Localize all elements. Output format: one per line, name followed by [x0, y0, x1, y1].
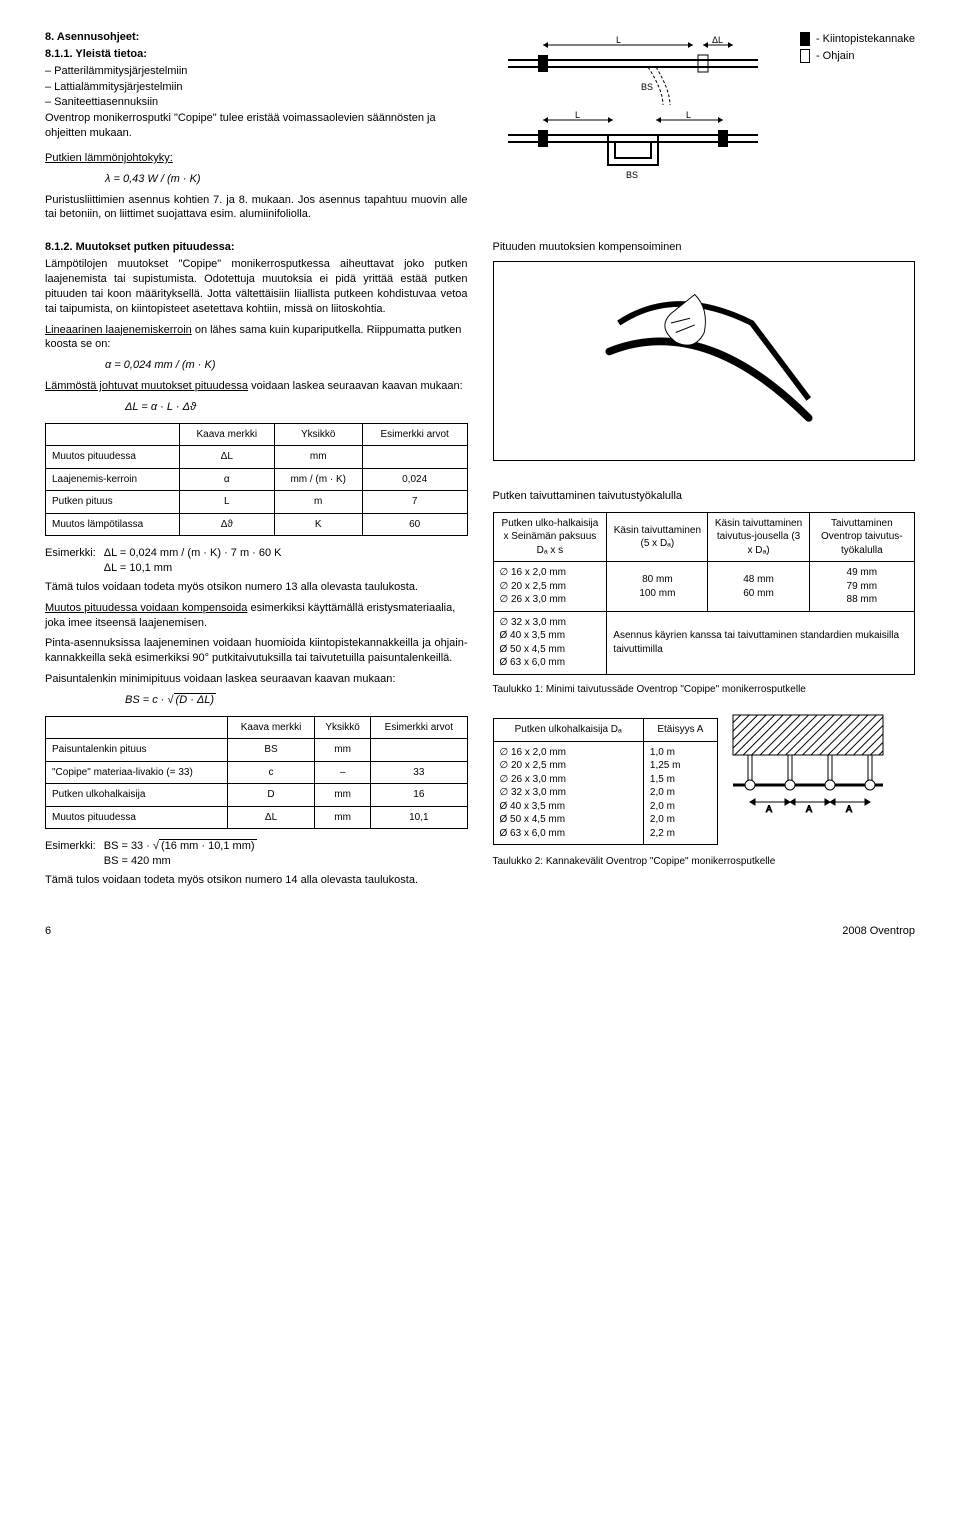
- table2-caption: Taulukko 2: Kannakevälit Oventrop "Copip…: [493, 855, 916, 869]
- example2-label: Esimerkki:: [45, 839, 96, 869]
- heat-formula: λ = 0,43 W / (m · K): [105, 172, 468, 187]
- example1-line2: ΔL = 10,1 mm: [104, 561, 282, 576]
- example1-label: Esimerkki:: [45, 546, 96, 576]
- example2-after: Tämä tulos voidaan todeta myös otsikon n…: [45, 873, 468, 888]
- alpha-formula: α = 0,024 mm / (m · K): [105, 358, 468, 373]
- diagram-bending: [493, 261, 916, 461]
- pinta-text: Pinta-asennuksissa laajeneminen voidaan …: [45, 636, 468, 666]
- svg-text:A: A: [846, 804, 852, 814]
- legend: - Kiintopistekannake - Ohjain: [800, 30, 915, 66]
- example2-line2: BS = 420 mm: [104, 854, 257, 869]
- svg-text:ΔL: ΔL: [712, 35, 723, 45]
- dl-formula: ΔL = α · L · Δϑ: [125, 400, 468, 415]
- svg-text:BS: BS: [626, 170, 638, 180]
- heat-label: Putkien lämmönjohtokyky:: [45, 152, 173, 164]
- list-item: – Patterilämmitysjärjestelmiin: [45, 64, 468, 79]
- diagram-top: L ΔL BS: [493, 30, 790, 190]
- svg-text:L: L: [575, 110, 580, 120]
- intro-p1: Oventrop monikerrosputki "Copipe" tulee …: [45, 111, 468, 141]
- legend-b: - Ohjain: [816, 49, 855, 64]
- example2-line1: BS = 33 · √(16 mm · 10,1 mm): [104, 839, 257, 854]
- intro-list: – Patterilämmitysjärjestelmiin – Lattial…: [45, 64, 468, 111]
- table-spacing: Putken ulkohalkaisija DₐEtäisyys A ∅ 16 …: [493, 718, 718, 845]
- bend-title: Putken taivuttaminen taivutustyökalulla: [493, 489, 916, 504]
- table-bend: Putken ulko-halkaisija x Seinämän paksuu…: [493, 512, 916, 675]
- svg-text:L: L: [686, 110, 691, 120]
- table-dl: Kaava merkkiYksikköEsimerkki arvot Muuto…: [45, 423, 468, 537]
- bs-formula: BS = c · √(D · ΔL): [125, 693, 468, 708]
- table1-caption: Taulukko 1: Minimi taivutussäde Oventrop…: [493, 683, 916, 697]
- example1-line1: ΔL = 0,024 mm / (m · K) · 7 m · 60 K: [104, 546, 282, 561]
- lin-exp-label: Lineaarinen laajenemiskerroin: [45, 324, 192, 336]
- intro-p2: Puristusliittimien asennus kohtien 7. ja…: [45, 193, 468, 223]
- svg-text:L: L: [616, 35, 621, 45]
- list-item: – Saniteettiasennuksiin: [45, 95, 468, 110]
- svg-text:A: A: [766, 804, 772, 814]
- bs-intro: Paisuntalenkin minimipituus voidaan lask…: [45, 672, 468, 687]
- heat-change-label: Lämmöstä johtuvat muutokset pituudessa: [45, 380, 248, 392]
- comp-title: Pituuden muutoksien kompensoiminen: [493, 240, 916, 255]
- footer-brand: 2008 Oventrop: [842, 924, 915, 939]
- svg-text:A: A: [806, 804, 812, 814]
- s812-p1: Lämpötilojen muutokset "Copipe" monikerr…: [45, 257, 468, 316]
- svg-text:BS: BS: [641, 82, 653, 92]
- table-bs: Kaava merkkiYksikköEsimerkki arvot Paisu…: [45, 716, 468, 830]
- page-number: 6: [45, 924, 51, 939]
- heading-main: 8. Asennusohjeet:: [45, 30, 468, 45]
- list-item: – Lattialämmitysjärjestelmiin: [45, 80, 468, 95]
- comp-label: Muutos pituudessa voidaan kompensoida: [45, 602, 247, 614]
- heading-811: 8.1.1. Yleistä tietoa:: [45, 47, 468, 62]
- example1-after: Tämä tulos voidaan todeta myös otsikon n…: [45, 580, 468, 595]
- legend-a: - Kiintopistekannake: [816, 32, 915, 47]
- diagram-spacing: A A A: [728, 710, 915, 820]
- heat-change-text: voidaan laskea seuraavan kaavan mukaan:: [248, 380, 463, 392]
- heading-812: 8.1.2. Muutokset putken pituudessa:: [45, 240, 468, 255]
